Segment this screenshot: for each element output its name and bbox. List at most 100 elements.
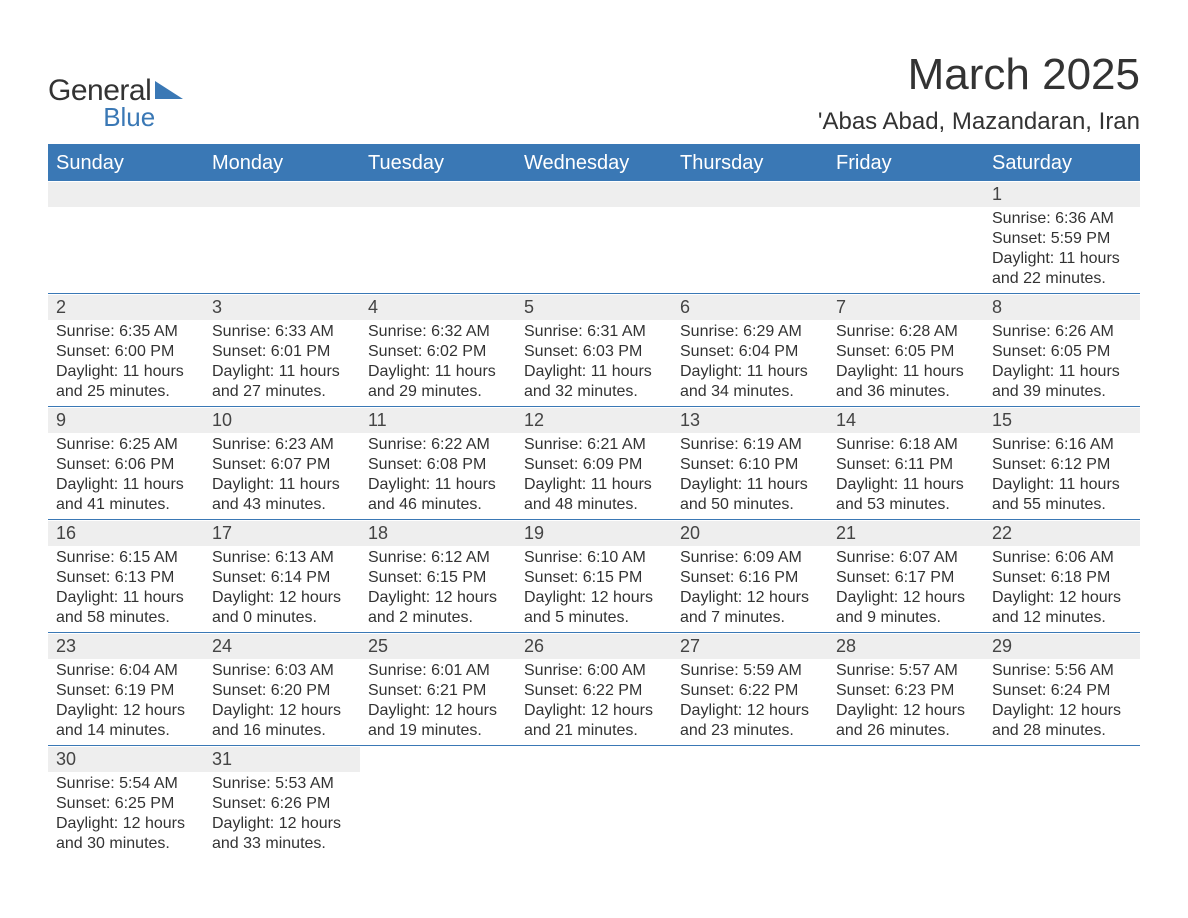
daylight1-text: Daylight: 11 hours bbox=[992, 475, 1132, 495]
daylight2-text: and 55 minutes. bbox=[992, 495, 1132, 515]
day-body: Sunrise: 5:56 AMSunset: 6:24 PMDaylight:… bbox=[984, 659, 1140, 745]
sunrise-text: Sunrise: 5:57 AM bbox=[836, 661, 976, 681]
page-header: General Blue March 2025 'Abas Abad, Maza… bbox=[48, 50, 1140, 136]
daylight1-text: Daylight: 11 hours bbox=[368, 362, 508, 382]
sunset-text: Sunset: 6:26 PM bbox=[212, 794, 352, 814]
empty-day-bar bbox=[360, 181, 516, 207]
day-number: 6 bbox=[672, 294, 828, 320]
day-header: Thursday bbox=[672, 146, 828, 181]
daylight2-text: and 36 minutes. bbox=[836, 382, 976, 402]
sunrise-text: Sunrise: 6:23 AM bbox=[212, 435, 352, 455]
daylight2-text: and 46 minutes. bbox=[368, 495, 508, 515]
logo: General Blue bbox=[48, 50, 183, 133]
day-cell: 20Sunrise: 6:09 AMSunset: 6:16 PMDayligh… bbox=[672, 520, 828, 632]
daylight2-text: and 50 minutes. bbox=[680, 495, 820, 515]
day-cell bbox=[360, 746, 516, 858]
day-cell: 19Sunrise: 6:10 AMSunset: 6:15 PMDayligh… bbox=[516, 520, 672, 632]
day-number: 5 bbox=[516, 294, 672, 320]
sunset-text: Sunset: 6:04 PM bbox=[680, 342, 820, 362]
day-body: Sunrise: 6:13 AMSunset: 6:14 PMDaylight:… bbox=[204, 546, 360, 632]
daylight1-text: Daylight: 12 hours bbox=[836, 588, 976, 608]
day-number: 16 bbox=[48, 520, 204, 546]
day-number: 9 bbox=[48, 407, 204, 433]
empty-day-body bbox=[204, 207, 360, 287]
day-body: Sunrise: 6:28 AMSunset: 6:05 PMDaylight:… bbox=[828, 320, 984, 406]
week-row: 1Sunrise: 6:36 AMSunset: 5:59 PMDaylight… bbox=[48, 181, 1140, 294]
sunrise-text: Sunrise: 6:35 AM bbox=[56, 322, 196, 342]
daylight1-text: Daylight: 11 hours bbox=[836, 362, 976, 382]
sunset-text: Sunset: 5:59 PM bbox=[992, 229, 1132, 249]
daylight1-text: Daylight: 11 hours bbox=[680, 475, 820, 495]
day-cell bbox=[828, 746, 984, 858]
daylight2-text: and 58 minutes. bbox=[56, 608, 196, 628]
day-number: 21 bbox=[828, 520, 984, 546]
sunset-text: Sunset: 6:05 PM bbox=[836, 342, 976, 362]
sunrise-text: Sunrise: 6:18 AM bbox=[836, 435, 976, 455]
daylight1-text: Daylight: 12 hours bbox=[992, 701, 1132, 721]
day-cell: 24Sunrise: 6:03 AMSunset: 6:20 PMDayligh… bbox=[204, 633, 360, 745]
sunrise-text: Sunrise: 6:13 AM bbox=[212, 548, 352, 568]
day-cell: 30Sunrise: 5:54 AMSunset: 6:25 PMDayligh… bbox=[48, 746, 204, 858]
day-cell bbox=[672, 746, 828, 858]
daylight2-text: and 26 minutes. bbox=[836, 721, 976, 741]
day-number: 17 bbox=[204, 520, 360, 546]
empty-day-body bbox=[828, 207, 984, 287]
day-cell: 16Sunrise: 6:15 AMSunset: 6:13 PMDayligh… bbox=[48, 520, 204, 632]
daylight2-text: and 28 minutes. bbox=[992, 721, 1132, 741]
day-number: 18 bbox=[360, 520, 516, 546]
day-body: Sunrise: 6:06 AMSunset: 6:18 PMDaylight:… bbox=[984, 546, 1140, 632]
daylight2-text: and 33 minutes. bbox=[212, 834, 352, 854]
daylight2-text: and 29 minutes. bbox=[368, 382, 508, 402]
day-cell: 6Sunrise: 6:29 AMSunset: 6:04 PMDaylight… bbox=[672, 294, 828, 406]
daylight1-text: Daylight: 12 hours bbox=[56, 701, 196, 721]
daylight1-text: Daylight: 11 hours bbox=[368, 475, 508, 495]
daylight1-text: Daylight: 11 hours bbox=[56, 475, 196, 495]
day-cell bbox=[516, 181, 672, 293]
sunset-text: Sunset: 6:06 PM bbox=[56, 455, 196, 475]
sunset-text: Sunset: 6:22 PM bbox=[680, 681, 820, 701]
day-body: Sunrise: 6:25 AMSunset: 6:06 PMDaylight:… bbox=[48, 433, 204, 519]
day-cell: 26Sunrise: 6:00 AMSunset: 6:22 PMDayligh… bbox=[516, 633, 672, 745]
sunset-text: Sunset: 6:18 PM bbox=[992, 568, 1132, 588]
day-header: Tuesday bbox=[360, 146, 516, 181]
day-number: 10 bbox=[204, 407, 360, 433]
day-body: Sunrise: 6:22 AMSunset: 6:08 PMDaylight:… bbox=[360, 433, 516, 519]
sunset-text: Sunset: 6:08 PM bbox=[368, 455, 508, 475]
day-number: 12 bbox=[516, 407, 672, 433]
sunset-text: Sunset: 6:24 PM bbox=[992, 681, 1132, 701]
day-body: Sunrise: 6:32 AMSunset: 6:02 PMDaylight:… bbox=[360, 320, 516, 406]
day-cell: 9Sunrise: 6:25 AMSunset: 6:06 PMDaylight… bbox=[48, 407, 204, 519]
day-cell: 7Sunrise: 6:28 AMSunset: 6:05 PMDaylight… bbox=[828, 294, 984, 406]
daylight1-text: Daylight: 11 hours bbox=[680, 362, 820, 382]
sunrise-text: Sunrise: 6:12 AM bbox=[368, 548, 508, 568]
calendar-table: SundayMondayTuesdayWednesdayThursdayFrid… bbox=[48, 144, 1140, 858]
week-row: 23Sunrise: 6:04 AMSunset: 6:19 PMDayligh… bbox=[48, 633, 1140, 746]
daylight1-text: Daylight: 11 hours bbox=[56, 588, 196, 608]
daylight1-text: Daylight: 11 hours bbox=[212, 362, 352, 382]
sunset-text: Sunset: 6:10 PM bbox=[680, 455, 820, 475]
daylight1-text: Daylight: 12 hours bbox=[680, 701, 820, 721]
day-cell: 11Sunrise: 6:22 AMSunset: 6:08 PMDayligh… bbox=[360, 407, 516, 519]
day-body: Sunrise: 6:33 AMSunset: 6:01 PMDaylight:… bbox=[204, 320, 360, 406]
day-body: Sunrise: 6:21 AMSunset: 6:09 PMDaylight:… bbox=[516, 433, 672, 519]
day-cell: 21Sunrise: 6:07 AMSunset: 6:17 PMDayligh… bbox=[828, 520, 984, 632]
daylight2-text: and 39 minutes. bbox=[992, 382, 1132, 402]
daylight1-text: Daylight: 11 hours bbox=[992, 362, 1132, 382]
day-header: Wednesday bbox=[516, 146, 672, 181]
day-body: Sunrise: 5:57 AMSunset: 6:23 PMDaylight:… bbox=[828, 659, 984, 745]
sunset-text: Sunset: 6:00 PM bbox=[56, 342, 196, 362]
day-number: 22 bbox=[984, 520, 1140, 546]
sunrise-text: Sunrise: 6:21 AM bbox=[524, 435, 664, 455]
day-body: Sunrise: 6:26 AMSunset: 6:05 PMDaylight:… bbox=[984, 320, 1140, 406]
daylight1-text: Daylight: 12 hours bbox=[992, 588, 1132, 608]
sunrise-text: Sunrise: 6:01 AM bbox=[368, 661, 508, 681]
daylight2-text: and 41 minutes. bbox=[56, 495, 196, 515]
sunset-text: Sunset: 6:16 PM bbox=[680, 568, 820, 588]
daylight2-text: and 25 minutes. bbox=[56, 382, 196, 402]
sunrise-text: Sunrise: 6:29 AM bbox=[680, 322, 820, 342]
daylight2-text: and 27 minutes. bbox=[212, 382, 352, 402]
sunset-text: Sunset: 6:03 PM bbox=[524, 342, 664, 362]
week-row: 30Sunrise: 5:54 AMSunset: 6:25 PMDayligh… bbox=[48, 746, 1140, 858]
sunrise-text: Sunrise: 6:32 AM bbox=[368, 322, 508, 342]
daylight1-text: Daylight: 12 hours bbox=[212, 814, 352, 834]
